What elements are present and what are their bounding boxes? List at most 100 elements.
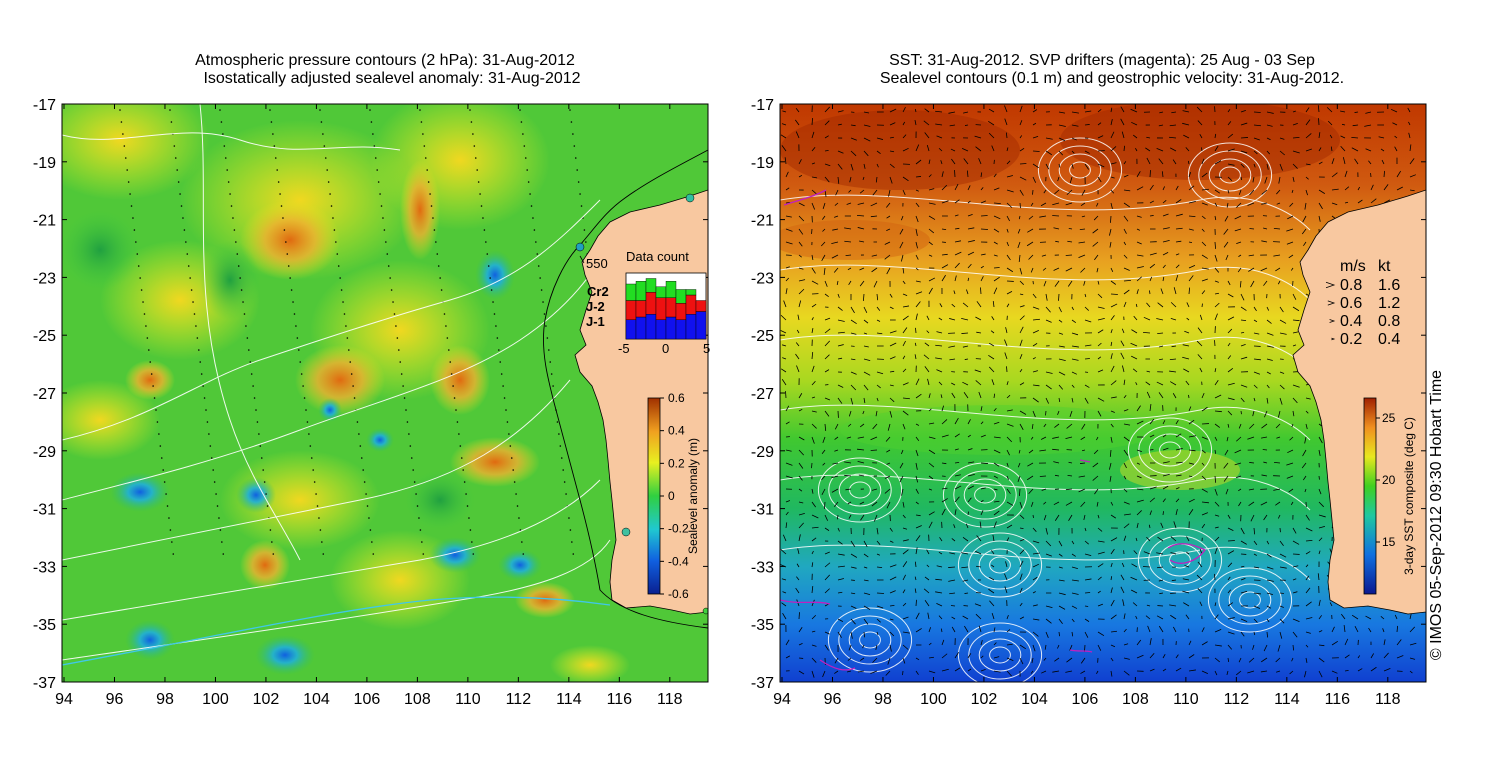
speed-legend-arrow [1327, 300, 1336, 306]
right-title-line2: Sealevel contours (0.1 m) and geostrophi… [879, 70, 1345, 87]
y-tick-label: -19 [751, 155, 774, 172]
colorbar-tick: 15 [1382, 535, 1396, 549]
x-tick-label: 102 [253, 691, 280, 708]
colorbar-tick: 20 [1382, 473, 1396, 487]
inset-bar-j1 [675, 319, 687, 340]
inset-bar-j1 [695, 311, 707, 340]
x-tick-label: 94 [55, 691, 73, 708]
depth-contour-label: 550 [586, 256, 608, 271]
sst-colorbar: 25 20 15 3-day SST composite (deg C) [1363, 397, 1416, 595]
inset-bar-j2 [625, 300, 637, 320]
y-tick-label: -37 [33, 675, 56, 692]
speed-legend-ms: 0.8 [1340, 277, 1362, 294]
y-tick-label: -33 [33, 559, 56, 576]
x-tick-label: 110 [455, 691, 481, 708]
x-tick-label: 116 [607, 691, 633, 708]
colorbar-tick: -0.4 [668, 554, 689, 568]
inset-bar-j2 [695, 300, 707, 312]
speed-legend-kt: 0.4 [1378, 331, 1400, 348]
inset-bar-j1 [685, 314, 697, 340]
y-tick-label: -23 [33, 270, 56, 287]
speed-legend-kt-header: kt [1378, 258, 1391, 275]
inset-bar-j2 [655, 297, 667, 320]
left-title-line1: Atmospheric pressure contours (2 hPa): 3… [195, 52, 575, 69]
speed-legend-kt: 1.6 [1378, 277, 1400, 294]
imos-credit: © IMOS 05-Sep-2012 09:30 Hobart Time [1428, 370, 1445, 660]
inset-bar-j1 [645, 314, 657, 340]
inset-bar-cr2 [635, 281, 647, 301]
data-count-title: Data count [626, 249, 689, 264]
inset-tick-5: 5 [703, 341, 710, 356]
colorbar-tick: 0.4 [668, 424, 685, 438]
inset-bar-j1 [625, 319, 637, 340]
colorbar-tick: 0.2 [668, 456, 685, 470]
inset-bar-j2 [635, 300, 647, 318]
right-title: SST: 31-Aug-2012. SVP drifters (magenta)… [778, 52, 1426, 88]
sst-colorbar-label: 3-day SST composite (deg C) [1402, 417, 1416, 575]
speed-legend-arrow [1329, 319, 1336, 323]
x-tick-label: 104 [1021, 691, 1048, 708]
y-tick-label: -17 [751, 97, 774, 114]
inset-bar-j1 [635, 316, 647, 340]
colorbar-tick: -0.6 [668, 587, 689, 601]
right-x-axis: 94 96 98 100 102 104 106 108 110 112 114 116 118 [773, 104, 1401, 708]
left-title-line2: Isostatically adjusted sealevel anomaly:… [203, 70, 581, 87]
sla-map[interactable] [30, 80, 709, 685]
inset-bar-j1 [655, 319, 667, 340]
speed-legend-arrow [1331, 337, 1336, 341]
left-x-axis: 94 96 98 100 102 104 106 108 110 112 114 116 118 [55, 104, 683, 708]
right-title-line1: SST: 31-Aug-2012. SVP drifters (magenta)… [889, 52, 1315, 69]
colorbar-tick: 25 [1382, 411, 1396, 425]
speed-legend-kt: 1.2 [1378, 295, 1400, 312]
inset-bar-cr2 [675, 289, 687, 304]
inset-bar-j2 [665, 297, 677, 318]
x-tick-label: 114 [1274, 691, 1300, 708]
inset-bar-j2 [675, 303, 687, 320]
x-tick-label: 104 [303, 691, 330, 708]
legend-j2: J-2 [586, 299, 605, 314]
speed-legend-arrow [1325, 281, 1336, 289]
inset-bar-j2 [645, 292, 657, 315]
inset-bar-cr2 [655, 286, 667, 298]
x-tick-label: 108 [404, 691, 431, 708]
y-tick-label: -17 [33, 97, 56, 114]
data-count-inset: Data count Cr2 J-2 J-1 -5 0 5 [586, 249, 710, 356]
y-tick-label: -19 [33, 155, 56, 172]
x-tick-label: 96 [824, 691, 842, 708]
y-tick-label: -25 [33, 328, 56, 345]
x-tick-label: 118 [1375, 691, 1401, 708]
y-tick-label: -25 [751, 328, 774, 345]
x-tick-label: 94 [773, 691, 791, 708]
inset-bar-cr2 [665, 281, 677, 298]
y-tick-label: -29 [33, 444, 56, 461]
y-tick-label: -29 [751, 444, 774, 461]
colorbar-tick: 0 [668, 489, 675, 503]
inset-bar-j1 [665, 316, 677, 340]
x-tick-label: 100 [202, 691, 229, 708]
x-tick-label: 106 [354, 691, 381, 708]
x-tick-label: 98 [874, 691, 892, 708]
y-tick-label: -21 [751, 213, 774, 230]
inset-bar-cr2 [625, 283, 637, 301]
y-tick-label: -35 [33, 617, 56, 634]
inset-bar-cr2 [645, 278, 657, 293]
y-tick-label: -33 [751, 559, 774, 576]
speed-legend-ms-header: m/s [1340, 258, 1366, 275]
right-land [1292, 189, 1426, 615]
sla-colorbar: 0.6 0.4 0.2 0 -0.2 -0.4 -0.6 Sealevel anomaly … [647, 391, 700, 601]
sst-map[interactable] [770, 100, 1426, 687]
y-tick-label: -27 [33, 386, 56, 403]
x-tick-label: 112 [506, 691, 532, 708]
x-tick-label: 106 [1072, 691, 1099, 708]
speed-legend-ms: 0.4 [1340, 313, 1362, 330]
legend-j1: J-1 [586, 314, 605, 329]
y-tick-label: -35 [751, 617, 774, 634]
sla-colorbar-label: Sealevel anomaly (m) [686, 438, 700, 554]
speed-legend-kt: 0.8 [1378, 313, 1400, 330]
y-tick-label: -31 [751, 502, 774, 519]
speed-legend-ms: 0.6 [1340, 295, 1362, 312]
speed-legend-ms: 0.2 [1340, 331, 1362, 348]
inset-tick-neg5: -5 [618, 341, 630, 356]
x-tick-label: 114 [556, 691, 582, 708]
